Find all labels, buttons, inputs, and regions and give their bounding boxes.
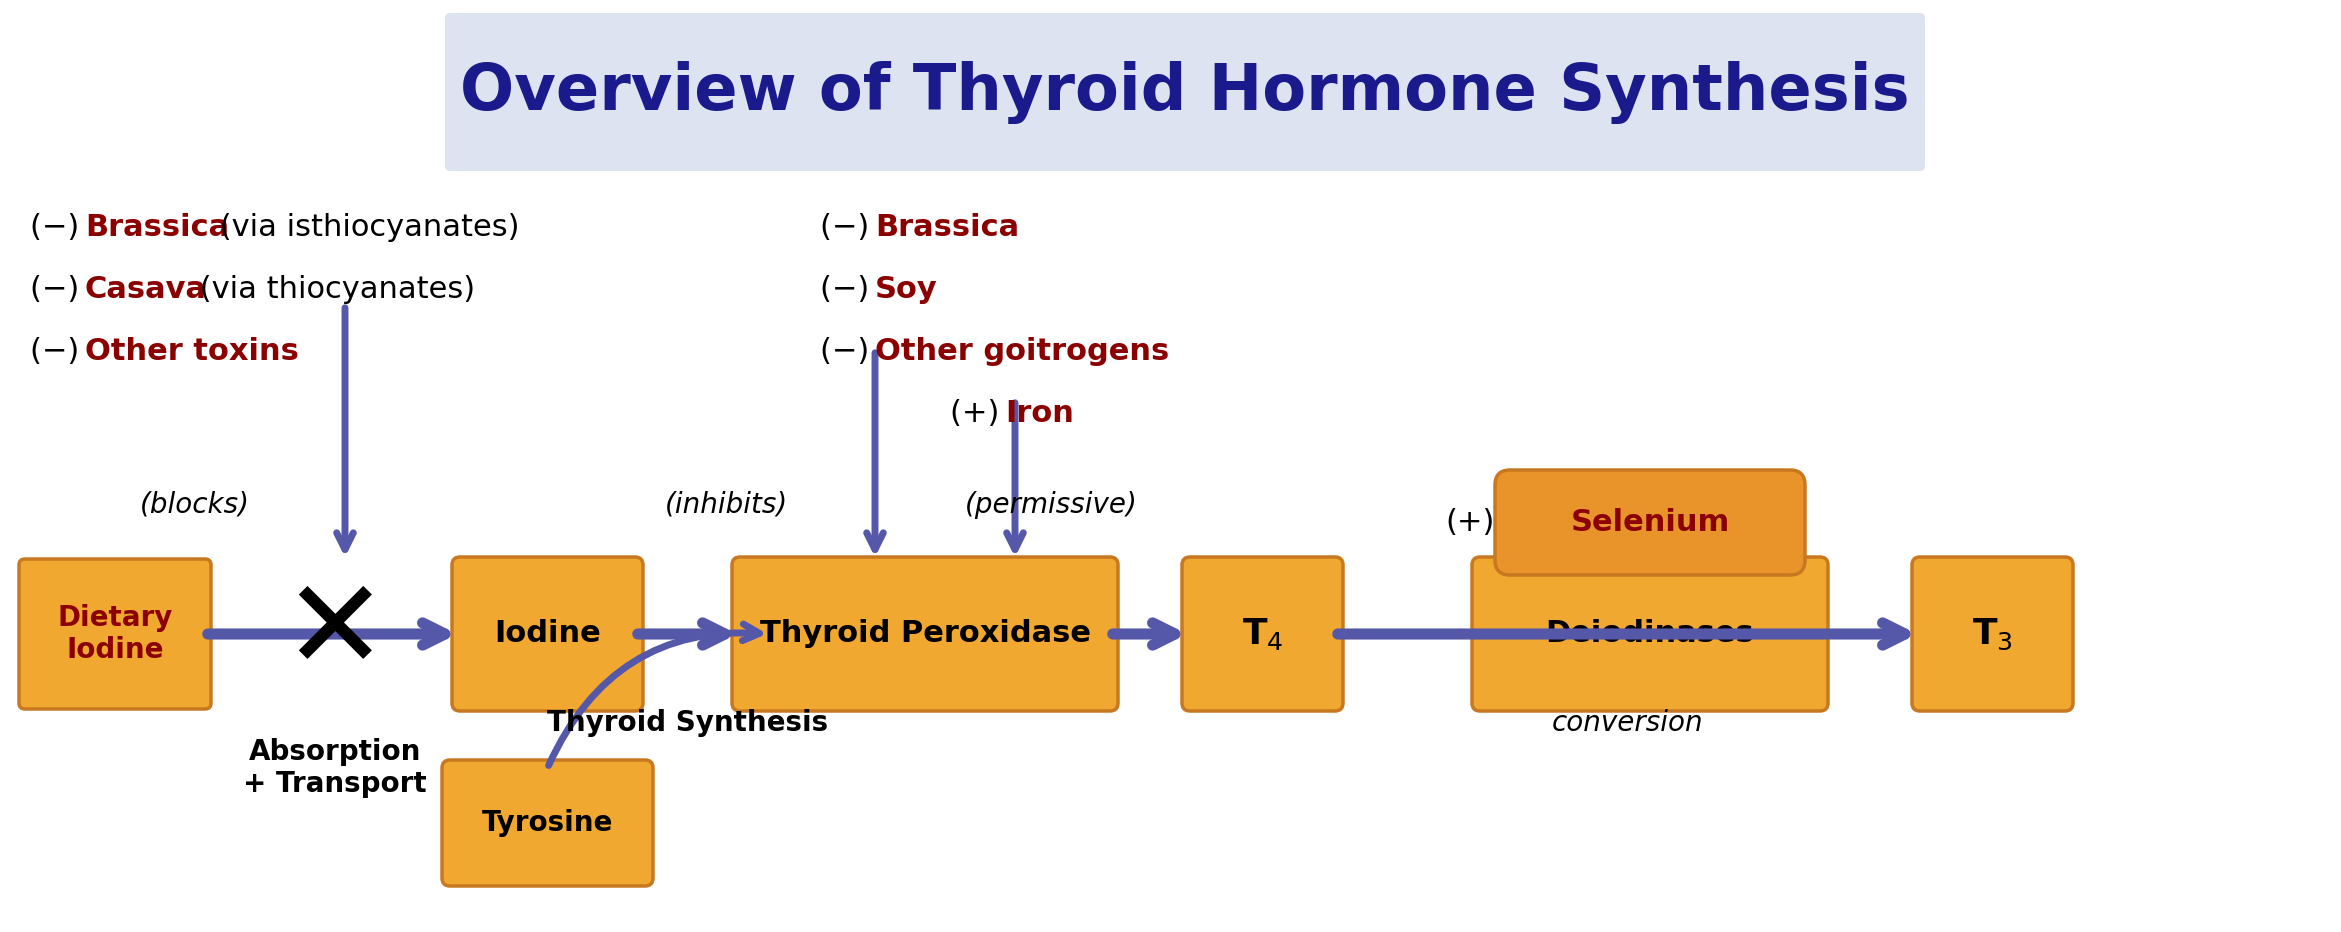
Text: Dietary
Iodine: Dietary Iodine — [56, 604, 173, 665]
FancyBboxPatch shape — [733, 557, 1119, 711]
FancyBboxPatch shape — [1182, 557, 1344, 711]
Text: Other goitrogens: Other goitrogens — [876, 337, 1168, 366]
Text: (inhibits): (inhibits) — [665, 491, 789, 519]
Text: Iron: Iron — [1004, 400, 1075, 429]
Text: (−): (−) — [30, 337, 89, 366]
Text: Absorption
+ Transport: Absorption + Transport — [243, 738, 426, 799]
Text: Deiodinases: Deiodinases — [1545, 620, 1753, 649]
Text: Thyroid Peroxidase: Thyroid Peroxidase — [758, 620, 1091, 649]
Text: (−): (−) — [30, 276, 89, 305]
FancyBboxPatch shape — [442, 760, 653, 886]
Text: (via isthiocyanates): (via isthiocyanates) — [211, 213, 520, 242]
FancyBboxPatch shape — [1913, 557, 2074, 711]
Text: (permissive): (permissive) — [964, 491, 1138, 519]
FancyBboxPatch shape — [445, 13, 1924, 171]
Text: (+): (+) — [950, 400, 1009, 429]
Text: (−): (−) — [819, 337, 878, 366]
Text: Tyrosine: Tyrosine — [482, 809, 613, 837]
Text: (blocks): (blocks) — [140, 491, 250, 519]
Text: T$_3$: T$_3$ — [1971, 616, 2013, 651]
Text: (−): (−) — [819, 213, 878, 242]
Text: (−): (−) — [30, 213, 89, 242]
Text: (via thiocyanates): (via thiocyanates) — [190, 276, 475, 305]
Text: Iodine: Iodine — [494, 620, 602, 649]
FancyBboxPatch shape — [19, 559, 211, 709]
Text: Soy: Soy — [876, 276, 939, 305]
Text: Overview of Thyroid Hormone Synthesis: Overview of Thyroid Hormone Synthesis — [461, 61, 1910, 124]
Text: conversion: conversion — [1552, 709, 1704, 737]
FancyBboxPatch shape — [1472, 557, 1828, 711]
Text: Brassica: Brassica — [84, 213, 229, 242]
Text: Brassica: Brassica — [876, 213, 1018, 242]
Text: T$_4$: T$_4$ — [1241, 616, 1283, 652]
Text: Other toxins: Other toxins — [84, 337, 300, 366]
FancyBboxPatch shape — [1496, 470, 1805, 575]
Text: Casava: Casava — [84, 276, 206, 305]
FancyBboxPatch shape — [452, 557, 644, 711]
Text: (+): (+) — [1444, 508, 1494, 537]
Text: ✕: ✕ — [283, 573, 386, 694]
Text: Thyroid Synthesis: Thyroid Synthesis — [548, 709, 829, 737]
Text: (−): (−) — [819, 276, 878, 305]
Text: Selenium: Selenium — [1571, 508, 1730, 537]
